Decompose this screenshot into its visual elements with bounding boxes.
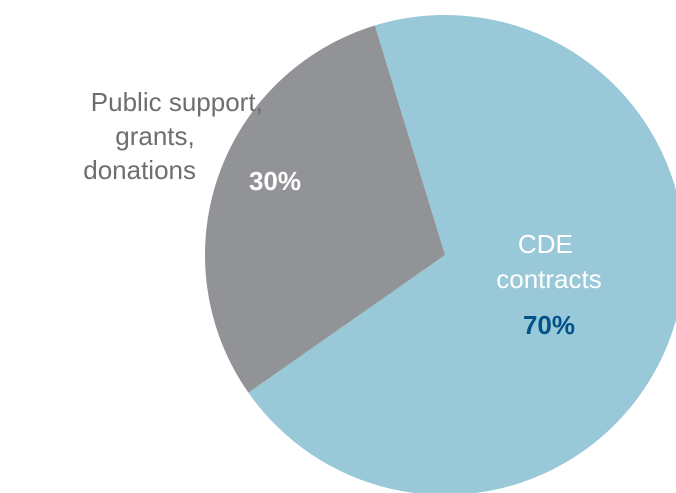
slice-label-line: grants, [115,121,195,151]
slice-label-line: Public support, [91,87,263,117]
slice-value-label-public-support: 30% [249,166,301,196]
pie-slice-1 [204,25,445,393]
slice-label-line: donations [83,155,196,185]
slice-label-public-support: Public support, grants, donations [83,87,270,185]
slice-label-line: contracts [496,264,602,294]
pie-slices [204,15,676,493]
slice-label-line: CDE [518,229,573,259]
slice-value-label-cde-contracts: 70% [523,310,575,340]
slice-label-cde-contracts: CDE contracts [496,229,602,294]
pie-slice-0 [248,15,676,493]
